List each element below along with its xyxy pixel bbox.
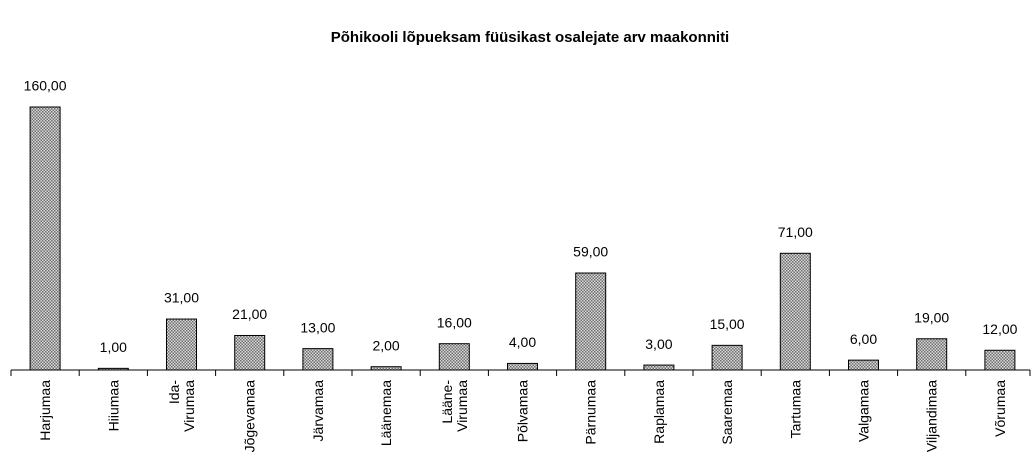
x-tick-label: Põlvamaa — [515, 380, 531, 442]
bar — [779, 252, 811, 371]
x-tick-label-line: Järvamaa — [310, 380, 326, 442]
bar — [166, 318, 197, 371]
x-tick-label-line: Ida- — [166, 380, 182, 404]
x-tick-label-line: Tartumaa — [787, 380, 803, 439]
x-tick-label: Jõgevamaa — [242, 380, 258, 453]
x-tick-label-line: Raplamaa — [651, 380, 667, 444]
value-label: 1,00 — [100, 339, 127, 355]
bar — [711, 344, 743, 371]
x-tick-label: Tartumaa — [787, 380, 803, 439]
value-label: 15,00 — [710, 316, 745, 332]
bar — [507, 362, 538, 371]
x-tick-label: Läänemaa — [378, 380, 394, 446]
x-tick-label-line: Harjumaa — [37, 380, 53, 441]
bar — [438, 343, 470, 371]
bar — [916, 338, 948, 371]
x-tick-label: Ida-Virumaa — [166, 380, 197, 432]
x-tick-label: Viljandimaa — [924, 380, 940, 452]
value-label: 59,00 — [573, 244, 608, 260]
bar — [848, 359, 879, 371]
value-label: 71,00 — [778, 224, 813, 240]
bar — [29, 106, 61, 371]
x-tick-label-line: Läänemaa — [378, 380, 394, 446]
x-tick-label-line: Jõgevamaa — [242, 380, 258, 453]
x-tick-label: Järvamaa — [310, 380, 326, 442]
x-tick-label-line: Valgamaa — [856, 380, 872, 442]
value-label: 21,00 — [232, 306, 267, 322]
bar — [370, 366, 402, 371]
x-tick-label: Võrumaa — [992, 380, 1008, 437]
x-tick-label-line: Pärnumaa — [583, 380, 599, 445]
x-tick-label-line: Virumaa — [454, 380, 470, 432]
value-label: 2,00 — [372, 337, 399, 353]
value-label: 31,00 — [164, 290, 199, 306]
x-tick-label: Lääne-Virumaa — [439, 380, 470, 432]
x-tick-label-line: Võrumaa — [992, 380, 1008, 437]
x-tick-label: Valgamaa — [856, 380, 872, 442]
x-tick-label-line: Saaremaa — [719, 380, 735, 445]
value-label: 13,00 — [300, 319, 335, 335]
x-tick-label-line: Viljandimaa — [924, 380, 940, 452]
bar — [302, 348, 334, 371]
x-tick-label-line: Hiiumaa — [105, 380, 121, 432]
value-label: 6,00 — [850, 331, 877, 347]
x-tick-label: Hiiumaa — [105, 380, 121, 432]
value-label: 12,00 — [982, 321, 1017, 337]
value-label: 160,00 — [24, 78, 67, 94]
value-label: 3,00 — [645, 336, 672, 352]
x-tick-label: Saaremaa — [719, 380, 735, 445]
x-tick-label-line: Põlvamaa — [515, 380, 531, 442]
value-label: 16,00 — [437, 314, 472, 330]
x-tick-label-line: Virumaa — [181, 380, 197, 432]
x-tick-label: Harjumaa — [37, 380, 53, 441]
bar — [643, 364, 675, 371]
x-tick-label-line: Lääne- — [439, 380, 455, 424]
bar — [575, 272, 607, 371]
bar — [97, 367, 129, 371]
x-tick-label: Pärnumaa — [583, 380, 599, 445]
x-tick-label: Raplamaa — [651, 380, 667, 444]
bar — [984, 349, 1016, 371]
bar — [234, 334, 266, 371]
chart-title: Põhikooli lõpueksam füüsikast osalejate … — [331, 29, 729, 46]
value-label: 4,00 — [509, 334, 536, 350]
value-label: 19,00 — [914, 309, 949, 325]
